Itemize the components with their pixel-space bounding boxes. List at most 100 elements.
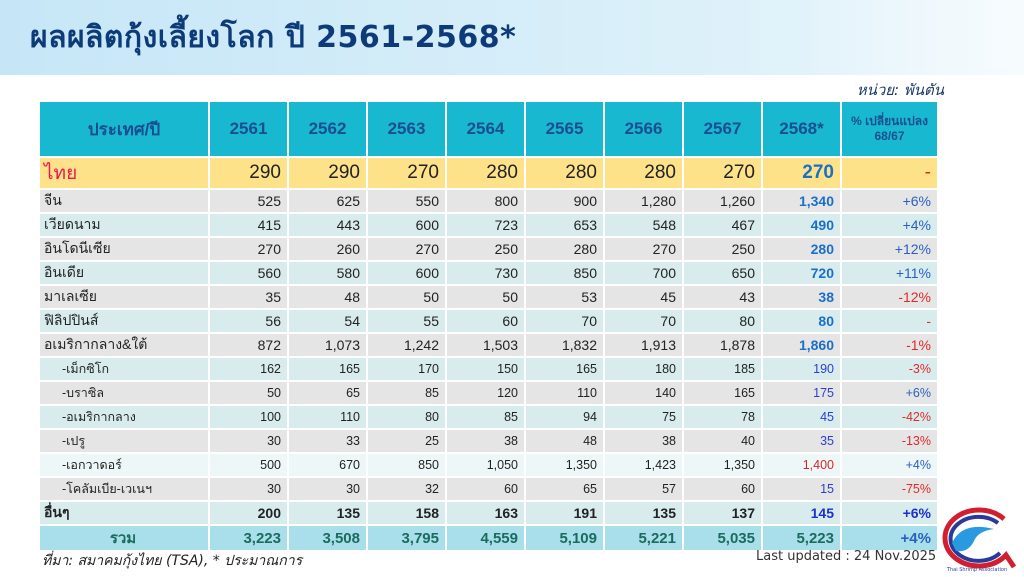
- value-cell: 548: [605, 214, 682, 236]
- value-cell: 191: [526, 502, 603, 524]
- value-cell: 850: [368, 454, 445, 476]
- value-cell: 162: [210, 358, 287, 380]
- value-cell: 48: [289, 286, 366, 308]
- pct-change-cell: +4%: [842, 214, 937, 236]
- value-cell: 53: [526, 286, 603, 308]
- value-cell: 280: [526, 158, 603, 188]
- value-cell: 135: [289, 502, 366, 524]
- value-cell: 270: [684, 158, 761, 188]
- header-2561: 2561: [210, 102, 287, 156]
- value-cell: 5,035: [684, 526, 761, 550]
- table-row: อินเดีย 560 580 600 730 850 700 650 720 +11%: [40, 262, 937, 284]
- header-pct-change: % เปลี่ยนแปลง 68/67: [842, 102, 937, 156]
- value-cell: 55: [368, 310, 445, 332]
- value-cell: 60: [684, 478, 761, 500]
- value-cell: 720: [763, 262, 840, 284]
- value-cell: 1,832: [526, 334, 603, 356]
- value-cell: 165: [526, 358, 603, 380]
- value-cell: 32: [368, 478, 445, 500]
- value-cell: 700: [605, 262, 682, 284]
- value-cell: 60: [447, 310, 524, 332]
- pct-change-cell: -13%: [842, 430, 937, 452]
- value-cell: 137: [684, 502, 761, 524]
- value-cell: 560: [210, 262, 287, 284]
- value-cell: 185: [684, 358, 761, 380]
- value-cell: 78: [684, 406, 761, 428]
- header-2567: 2567: [684, 102, 761, 156]
- table-row: เวียดนาม 415 443 600 723 653 548 467 490 +4%: [40, 214, 937, 236]
- value-cell: 1,878: [684, 334, 761, 356]
- value-cell: 100: [210, 406, 287, 428]
- table-row: -บราซิล 50 65 85 120 110 140 165 175 +6%: [40, 382, 937, 404]
- country-name: เวียดนาม: [40, 214, 208, 236]
- table-row: -เปรู 30 33 25 38 48 38 40 35 -13%: [40, 430, 937, 452]
- table-row: อื่นๆ 200 135 158 163 191 135 137 145 +6%: [40, 502, 937, 524]
- value-cell: 467: [684, 214, 761, 236]
- shrimp-production-table: ประเทศ/ปี 2561 2562 2563 2564 2565 2566 …: [38, 100, 939, 552]
- country-name: ฟิลิปปินส์: [40, 310, 208, 332]
- country-name: จีน: [40, 190, 208, 212]
- header-pct-label: % เปลี่ยนแปลง: [851, 114, 928, 128]
- country-name: รวม: [40, 526, 208, 550]
- value-cell: 163: [447, 502, 524, 524]
- value-cell: 3,508: [289, 526, 366, 550]
- value-cell: 270: [763, 158, 840, 188]
- value-cell: 1,350: [526, 454, 603, 476]
- value-cell: 3,795: [368, 526, 445, 550]
- pct-change-cell: +12%: [842, 238, 937, 260]
- country-name: อินเดีย: [40, 262, 208, 284]
- table-row: -เอกวาดอร์ 500 670 850 1,050 1,350 1,423 1,350 1…: [40, 454, 937, 476]
- value-cell: 653: [526, 214, 603, 236]
- pct-change-cell: +4%: [842, 526, 937, 550]
- value-cell: 4,559: [447, 526, 524, 550]
- value-cell: 30: [210, 478, 287, 500]
- table-row: รวม 3,223 3,508 3,795 4,559 5,109 5,221 5,035 5,…: [40, 526, 937, 550]
- value-cell: 1,280: [605, 190, 682, 212]
- value-cell: 135: [605, 502, 682, 524]
- value-cell: 1,423: [605, 454, 682, 476]
- value-cell: 280: [526, 238, 603, 260]
- value-cell: 1,913: [605, 334, 682, 356]
- value-cell: 850: [526, 262, 603, 284]
- value-cell: 1,050: [447, 454, 524, 476]
- value-cell: 25: [368, 430, 445, 452]
- value-cell: 165: [684, 382, 761, 404]
- value-cell: 3,223: [210, 526, 287, 550]
- value-cell: 54: [289, 310, 366, 332]
- header-row: ประเทศ/ปี 2561 2562 2563 2564 2565 2566 …: [40, 102, 937, 156]
- value-cell: 650: [684, 262, 761, 284]
- value-cell: 1,400: [763, 454, 840, 476]
- value-cell: 48: [526, 430, 603, 452]
- value-cell: 270: [368, 238, 445, 260]
- value-cell: 1,260: [684, 190, 761, 212]
- country-name: -เอกวาดอร์: [40, 454, 208, 476]
- value-cell: 525: [210, 190, 287, 212]
- page-title: ผลผลิตกุ้งเลี้ยงโลก ปี 2561-2568*: [30, 20, 517, 55]
- value-cell: 180: [605, 358, 682, 380]
- table-row: -โคลัมเบีย-เวเนฯ 30 30 32 60 65 57 60 15 -75%: [40, 478, 937, 500]
- value-cell: 190: [763, 358, 840, 380]
- value-cell: 550: [368, 190, 445, 212]
- value-cell: 490: [763, 214, 840, 236]
- header-2562: 2562: [289, 102, 366, 156]
- value-cell: 1,073: [289, 334, 366, 356]
- pct-change-cell: -42%: [842, 406, 937, 428]
- value-cell: 85: [368, 382, 445, 404]
- value-cell: 5,221: [605, 526, 682, 550]
- value-cell: 580: [289, 262, 366, 284]
- value-cell: 175: [763, 382, 840, 404]
- value-cell: 290: [210, 158, 287, 188]
- value-cell: 50: [210, 382, 287, 404]
- header-2565: 2565: [526, 102, 603, 156]
- table-row: จีน 525 625 550 800 900 1,280 1,260 1,340 +6%: [40, 190, 937, 212]
- value-cell: 94: [526, 406, 603, 428]
- value-cell: 270: [368, 158, 445, 188]
- title-bar: ผลผลิตกุ้งเลี้ยงโลก ปี 2561-2568*: [0, 0, 1024, 75]
- value-cell: 43: [684, 286, 761, 308]
- value-cell: 110: [526, 382, 603, 404]
- svg-text:Thai Shrimp Association: Thai Shrimp Association: [946, 567, 1007, 573]
- pct-change-cell: +6%: [842, 382, 937, 404]
- value-cell: 900: [526, 190, 603, 212]
- header-2568: 2568*: [763, 102, 840, 156]
- pct-change-cell: -75%: [842, 478, 937, 500]
